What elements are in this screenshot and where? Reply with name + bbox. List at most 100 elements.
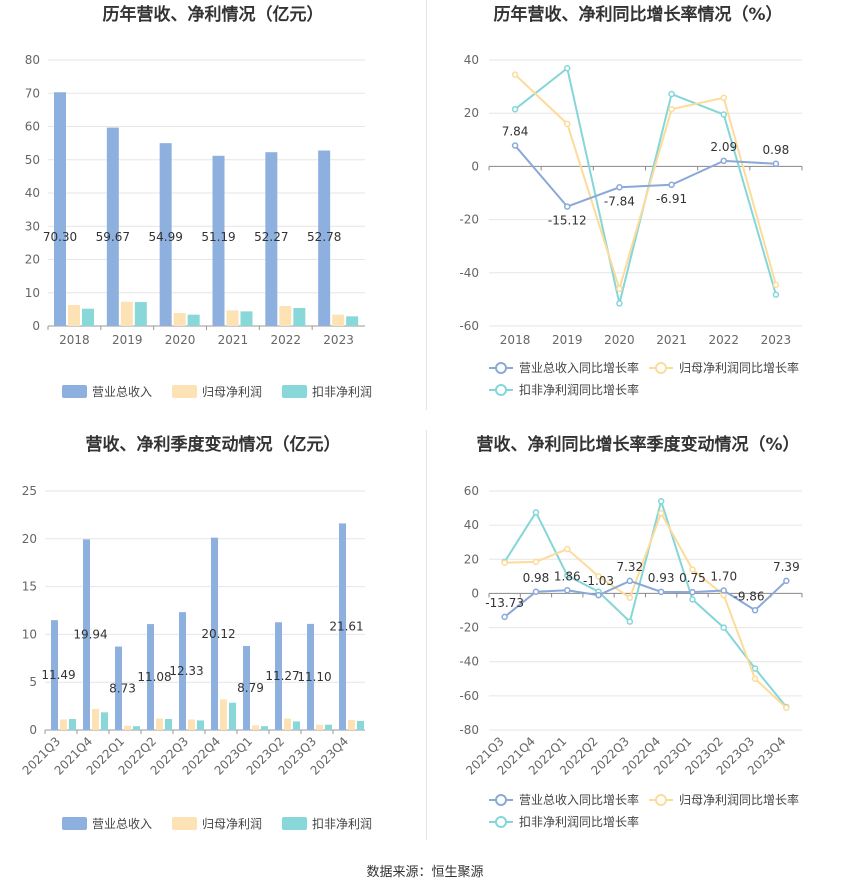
y-tick-label: 5 [29,675,37,689]
bar-deducted-profit [325,724,332,730]
vertical-divider-top [426,0,427,410]
point-deducted-profit-growth [532,509,540,516]
annual-revenue-profit-svg: 历年营收、净利情况（亿元） 0 10 20 30 40 50 60 70 80 70.30 2018 5… [25,4,372,399]
bar-value-label: 20.12 [201,627,235,641]
point-revenue-growth [783,577,790,585]
point-net-profit-growth [501,559,508,566]
bar-value-label: 8.79 [237,681,264,695]
x-tick-label: 2018 [59,333,90,347]
bar-value-label: 70.30 [43,230,77,244]
point-revenue-growth [564,587,571,594]
point-value-label: 1.70 [710,570,737,584]
bar-value-label: 51.19 [201,230,235,244]
annual-growth-rate-chart: 历年营收、净利同比增长率情况（%） -60 -40 -20 0 20 40 2018 2019 2… [427,0,850,410]
bar-revenue [243,645,250,730]
point-deducted-profit-growth [751,665,759,672]
y-tick-label: 30 [25,219,40,233]
point-revenue-growth [532,588,540,596]
legend-label: 营业总收入同比增长率 [519,792,639,807]
point-net-profit-growth [720,94,727,102]
point-deducted-profit-growth [564,64,571,72]
line-net-profit-growth [504,510,788,709]
bar-value-label: 59.67 [96,230,130,244]
legend-swatch [62,817,87,830]
legend-label: 归母净利润同比增长率 [679,360,799,375]
bar-deducted-profit [293,308,306,326]
bar-deducted-profit [197,720,204,730]
point-net-profit-growth [668,105,675,113]
x-tick-label: 2020 [604,333,635,347]
point-value-label: -9.86 [734,589,765,603]
bar-net-profit [348,719,355,730]
vertical-divider-bottom [426,430,427,840]
point-net-profit-growth [772,281,780,289]
y-tick-label: 60 [25,120,40,134]
bar-net-profit [332,314,345,326]
point-value-label: -15.12 [548,214,587,228]
bar-revenue [318,150,331,326]
bar-revenue [339,523,346,730]
point-revenue-growth [511,142,519,149]
x-tick-label: 2023 [761,333,792,347]
bar-net-profit [252,725,259,730]
legend-label: 扣非净利润 [312,817,372,831]
quarterly-revenue-profit-svg: 营收、净利季度变动情况（亿元）051015202511.492021Q319.9… [20,434,372,831]
bar-net-profit [226,310,239,326]
legend-label: 营业总收入同比增长率 [519,360,639,375]
point-net-profit-growth [595,573,602,580]
data-source-note: 数据来源：恒生聚源 [366,865,484,880]
y-tick-label: 20 [25,253,40,267]
bar-value-label: 54.99 [148,230,182,244]
bar-deducted-profit [357,720,364,730]
legend-label: 扣非净利润同比增长率 [519,814,639,829]
y-tick-label: 40 [25,186,40,200]
y-tick-label: -40 [459,266,479,280]
point-net-profit-growth [657,509,665,517]
y-tick-label: 0 [32,319,40,333]
bar-revenue [265,152,278,326]
legend-label: 归母净利润 [202,817,262,831]
point-revenue-growth [595,591,602,599]
y-tick-label: 80 [25,53,40,67]
point-value-label: 7.39 [773,560,800,574]
chart-title: 营收、净利同比增长率季度变动情况（%） [476,434,799,455]
bar-deducted-profit [293,721,300,730]
bar-net-profit [68,305,80,326]
point-net-profit-growth [511,71,519,78]
bar-deducted-profit [82,308,94,326]
point-revenue-growth [720,157,727,165]
point-revenue-growth [626,577,634,585]
point-net-profit-growth [616,285,623,293]
bar-net-profit [92,708,99,730]
bar-value-label: 19.94 [73,628,107,642]
point-value-label: 1.86 [554,569,581,583]
y-tick-label: 60 [464,484,479,498]
bar-value-label: 11.49 [41,668,75,682]
y-tick-label: 40 [464,53,479,67]
point-net-profit-growth [532,558,540,566]
point-deducted-profit-growth [616,300,623,307]
point-net-profit-growth [564,545,571,553]
bar-revenue [307,623,314,730]
point-net-profit-growth [751,675,759,683]
bar-net-profit [284,718,291,730]
bar-revenue [54,92,66,326]
quarterly-growth-rate-chart: 营收、净利同比增长率季度变动情况（%） -80 -60 -40 -20 0 20 40 60 20… [427,430,850,850]
annual-growth-rate-svg: 历年营收、净利同比增长率情况（%） -60 -40 -20 0 20 40 2018 2019 2… [459,4,803,397]
x-tick-label: 2023 [323,333,354,347]
y-tick-label: 70 [25,86,40,100]
line-revenue-growth [504,579,788,618]
bar-net-profit [173,313,186,326]
y-tick-label: -60 [459,319,479,333]
x-tick-label: 2022 [270,333,301,347]
y-tick-label: -20 [459,621,479,635]
point-revenue-growth [689,588,696,596]
bar-revenue [275,622,282,730]
bar-net-profit [156,718,163,730]
bar-net-profit [220,699,227,730]
bar-net-profit [188,719,195,730]
bar-value-label: 11.08 [137,670,171,684]
bar-value-label: 8.73 [109,681,136,695]
legend-swatch [282,385,307,398]
legend-swatch [62,385,87,398]
